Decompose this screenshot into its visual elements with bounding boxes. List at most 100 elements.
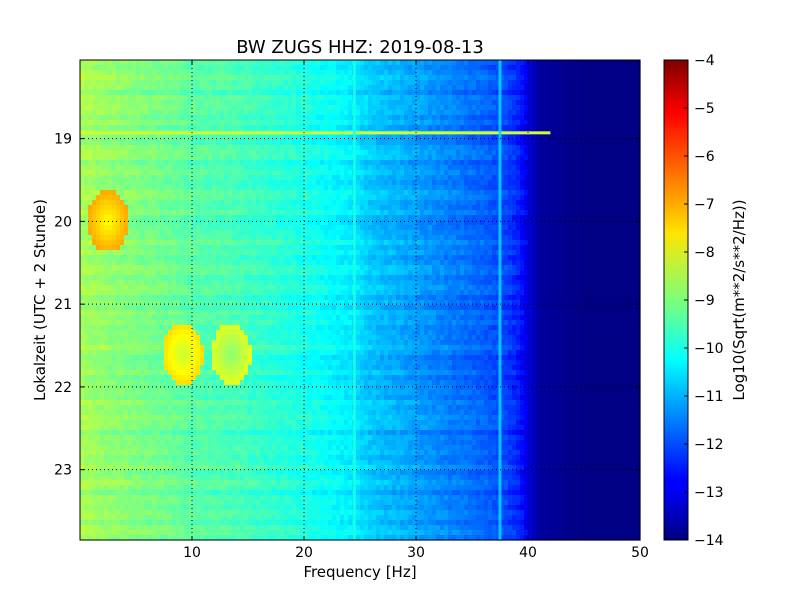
spectrogram-cell (276, 190, 281, 196)
spectrogram-cell (556, 205, 561, 211)
spectrogram-cell (304, 195, 309, 201)
spectrogram-cell (124, 235, 129, 241)
spectrogram-cell (92, 90, 97, 96)
spectrogram-cell (236, 75, 241, 81)
spectrogram-cell (200, 170, 205, 176)
spectrogram-cell (292, 160, 297, 166)
spectrogram-cell (164, 100, 169, 106)
spectrogram-cell (384, 220, 389, 226)
spectrogram-cell (592, 95, 597, 101)
spectrogram-cell (348, 225, 353, 231)
spectrogram-cell (180, 170, 185, 176)
spectrogram-cell (128, 180, 133, 186)
spectrogram-cell (584, 65, 589, 71)
spectrogram-cell (240, 230, 245, 236)
spectrogram-cell (384, 205, 389, 211)
spectrogram-cell (88, 220, 93, 226)
spectrogram-cell (548, 100, 553, 106)
spectrogram-cell (316, 155, 321, 161)
spectrogram-cell (188, 165, 193, 171)
spectrogram-cell (196, 95, 201, 101)
spectrogram-cell (408, 155, 413, 161)
spectrogram-cell (428, 115, 433, 121)
spectrogram-cell (572, 75, 577, 81)
spectrogram-cell (272, 150, 277, 156)
spectrogram-cell (292, 60, 297, 66)
spectrogram-cell (264, 60, 269, 66)
spectrogram-cell (304, 215, 309, 221)
spectrogram-cell (636, 210, 641, 216)
spectrogram-cell (284, 225, 289, 231)
spectrogram-cell (472, 205, 477, 211)
spectrogram-cell (284, 190, 289, 196)
spectrogram-cell (632, 190, 637, 196)
spectrogram-cell (396, 190, 401, 196)
spectrogram-cell (296, 135, 301, 141)
spectrogram-cell (508, 110, 513, 116)
spectrogram-cell (332, 95, 337, 101)
spectrogram-cell (392, 65, 397, 71)
spectrogram-cell (552, 150, 557, 156)
spectrogram-cell (172, 190, 177, 196)
spectrogram-cell (100, 220, 105, 226)
spectrogram-cell (632, 80, 637, 86)
spectrogram-cell (124, 195, 129, 201)
spectrogram-cell (300, 160, 305, 166)
spectrogram-cell (384, 60, 389, 66)
spectrogram-cell (212, 125, 217, 131)
spectrogram-cell (556, 110, 561, 116)
spectrogram-cell (468, 90, 473, 96)
spectrogram-cell (312, 150, 317, 156)
spectrogram-cell (168, 225, 173, 231)
spectrogram-cell (104, 235, 109, 241)
spectrogram-cell (300, 225, 305, 231)
spectrogram-cell (288, 85, 293, 91)
spectrogram-cell (552, 110, 557, 116)
spectrogram-cell (592, 230, 597, 236)
spectrogram-cell (384, 120, 389, 126)
spectrogram-cell (112, 120, 117, 126)
spectrogram-cell (196, 135, 201, 141)
spectrogram-cell (412, 125, 417, 131)
spectrogram-cell (624, 145, 629, 151)
spectrogram-cell (500, 75, 505, 81)
spectrogram-cell (548, 165, 553, 171)
spectrogram-cell (520, 150, 525, 156)
spectrogram-cell (180, 75, 185, 81)
spectrogram-cell (356, 100, 361, 106)
spectrogram-cell (148, 100, 153, 106)
spectrogram-cell (312, 220, 317, 226)
spectrogram-cell (124, 230, 129, 236)
spectrogram-cell (116, 150, 121, 156)
spectrogram-cell (80, 145, 85, 151)
spectrogram-cell (304, 90, 309, 96)
spectrogram-cell (220, 120, 225, 126)
spectrogram-cell (84, 195, 89, 201)
spectrogram-cell (360, 65, 365, 71)
spectrogram-cell (432, 210, 437, 216)
spectrogram-cell (120, 185, 125, 191)
spectrogram-cell (500, 230, 505, 236)
spectrogram-cell (500, 105, 505, 111)
spectrogram-cell (260, 70, 265, 76)
spectrogram-cell (92, 105, 97, 111)
spectrogram-cell (604, 165, 609, 171)
spectrogram-cell (380, 120, 385, 126)
spectrogram-cell (304, 165, 309, 171)
spectrogram-cell (164, 160, 169, 166)
spectrogram-cell (424, 225, 429, 231)
spectrogram-cell (88, 105, 93, 111)
spectrogram-cell (344, 65, 349, 71)
spectrogram-cell (552, 60, 557, 66)
spectrogram-cell (148, 105, 153, 111)
spectrogram-cell (456, 95, 461, 101)
spectrogram-cell (588, 175, 593, 181)
spectrogram-cell (332, 80, 337, 86)
spectrogram-cell (288, 185, 293, 191)
spectrogram-cell (396, 180, 401, 186)
spectrogram-cell (88, 175, 93, 181)
spectrogram-cell (584, 180, 589, 186)
spectrogram-cell (496, 75, 501, 81)
spectrogram-cell (412, 185, 417, 191)
spectrogram-cell (304, 80, 309, 86)
